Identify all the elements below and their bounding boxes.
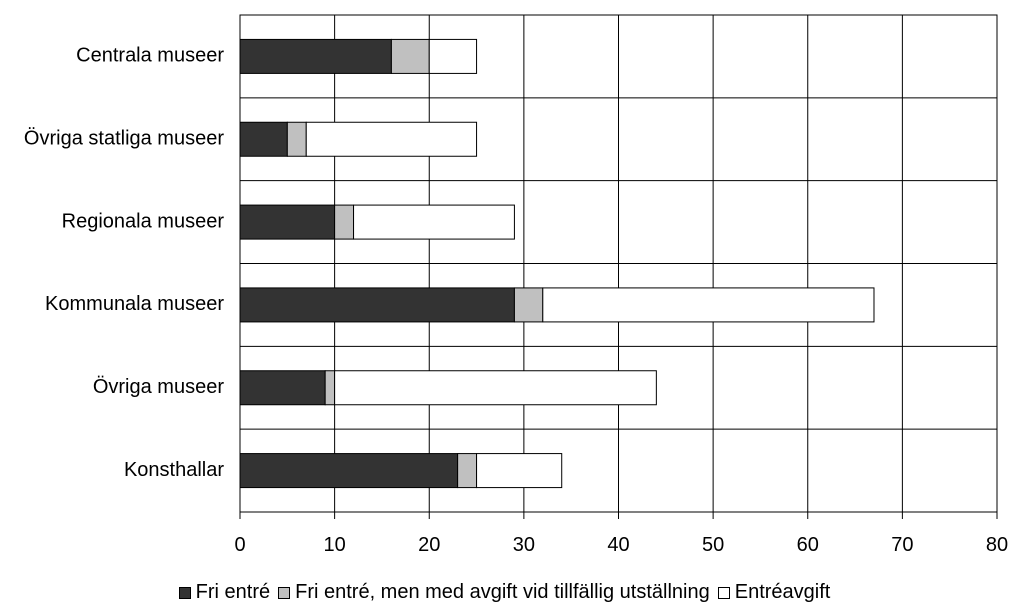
category-label-regionala-museer: Regionala museer [62, 210, 225, 232]
chart-frame [239, 14, 998, 519]
bar-kommunala-museer-series-2 [513, 287, 544, 323]
x-tick-label: 70 [891, 534, 913, 556]
bar-regionala-museer-series-2 [334, 204, 355, 240]
category-label-centrala-museer: Centrala museer [76, 45, 224, 67]
category-label-kommunala-museer: Kommunala museer [45, 293, 224, 315]
category-label-ovriga-museer: Övriga museer [93, 376, 224, 398]
bar-ovriga-museer-series-1 [239, 370, 326, 406]
bar-ovriga-museer-series-3 [334, 370, 657, 406]
legend-item-entreavgift: Entréavgift [717, 581, 831, 604]
x-tick-label: 40 [607, 534, 629, 556]
x-tick-label: 60 [797, 534, 819, 556]
bar-ovriga-statliga-museer-series-1 [239, 121, 288, 157]
bar-kommunala-museer-series-3 [542, 287, 875, 323]
bar-kommunala-museer-series-1 [239, 287, 515, 323]
x-tick-label: 80 [986, 534, 1008, 556]
bar-centrala-museer-series-1 [239, 38, 392, 74]
x-tick-label: 0 [234, 534, 245, 556]
chart-labels: Centrala museer Övriga statliga museer Reg… [24, 45, 1008, 556]
legend-item-fri-entre-avgift: Fri entré, men med avgift vid tillfällig… [278, 581, 710, 604]
category-label-konsthallar: Konsthallar [124, 459, 224, 481]
bar-centrala-museer-series-3 [428, 38, 478, 74]
x-tick-label: 20 [418, 534, 440, 556]
bar-ovriga-statliga-museer-series-2 [286, 121, 307, 157]
legend-swatch-fri-entre [178, 586, 191, 599]
x-tick-label: 30 [513, 534, 535, 556]
chart-bars [239, 38, 875, 489]
legend-swatch-entreavgift [717, 586, 730, 599]
bar-regionala-museer-series-3 [353, 204, 515, 240]
legend-label-fri-entre: Fri entré [195, 581, 271, 603]
bar-konsthallar-series-3 [476, 453, 563, 489]
bar-konsthallar-series-1 [239, 453, 459, 489]
x-tick-label: 10 [324, 534, 346, 556]
legend-label-fri-entre-avgift: Fri entré, men med avgift vid tillfällig… [295, 581, 710, 603]
chart-gridlines [240, 15, 997, 512]
bar-regionala-museer-series-1 [239, 204, 336, 240]
bar-ovriga-museer-series-2 [324, 370, 336, 406]
chart-legend: Fri entré Fri entré, men med avgift vid … [0, 580, 1009, 605]
bar-konsthallar-series-2 [457, 453, 478, 489]
bar-centrala-museer-series-2 [390, 38, 430, 74]
bar-ovriga-statliga-museer-series-3 [305, 121, 478, 157]
legend-swatch-fri-entre-avgift [278, 586, 291, 599]
legend-label-entreavgift: Entréavgift [734, 581, 831, 603]
legend-item-fri-entre: Fri entré [178, 581, 271, 604]
x-tick-label: 50 [702, 534, 724, 556]
category-label-ovriga-statliga-museer: Övriga statliga museer [24, 128, 224, 150]
